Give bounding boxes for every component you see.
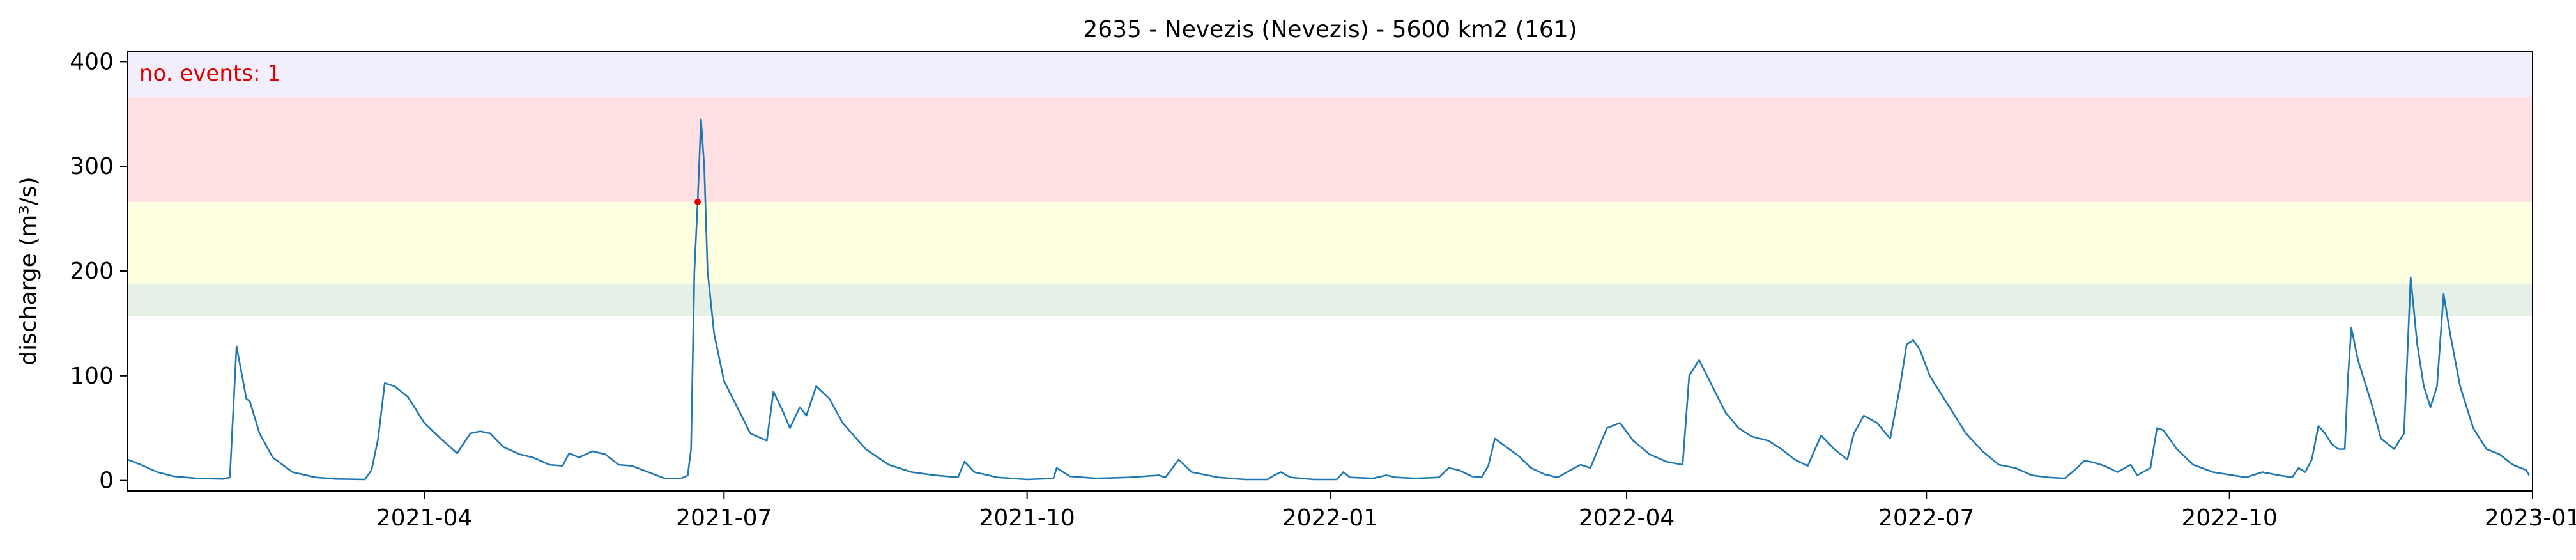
threshold-band-3 <box>128 97 2533 202</box>
x-axis: 2021-04 2021-07 2021-10 2022-01 2022-04 2022-… <box>376 491 2576 531</box>
x-tick-label: 2022-07 <box>1878 505 1974 531</box>
threshold-band-4 <box>128 51 2533 98</box>
y-axis: 0 100 200 300 400 <box>70 49 128 494</box>
events-count-annotation: no. events: 1 <box>139 61 281 86</box>
threshold-band-1 <box>128 283 2533 316</box>
chart-title: 2635 - Nevezis (Nevezis) - 5600 km2 (161… <box>1083 17 1577 43</box>
y-axis-label: discharge (m³/s) <box>15 176 42 365</box>
x-tick-label: 2022-10 <box>2181 505 2277 531</box>
x-tick-label: 2021-10 <box>979 505 1075 531</box>
y-tick-label: 300 <box>70 153 114 180</box>
x-tick-label: 2021-04 <box>376 505 472 531</box>
x-tick-label: 2022-04 <box>1579 505 1675 531</box>
event-markers <box>694 198 702 205</box>
x-tick-label: 2022-01 <box>1282 505 1378 531</box>
x-tick-label: 2023-01 <box>2485 505 2576 531</box>
threshold-bands <box>128 51 2533 316</box>
discharge-series-line <box>127 118 2530 481</box>
threshold-band-2 <box>128 201 2533 284</box>
y-tick-label: 100 <box>70 363 114 389</box>
y-tick-label: 200 <box>70 258 114 284</box>
y-tick-label: 400 <box>70 49 114 75</box>
event-marker <box>694 198 702 205</box>
series-layer <box>127 118 2530 481</box>
x-tick-label: 2021-07 <box>676 505 772 531</box>
y-tick-label: 0 <box>99 468 114 494</box>
